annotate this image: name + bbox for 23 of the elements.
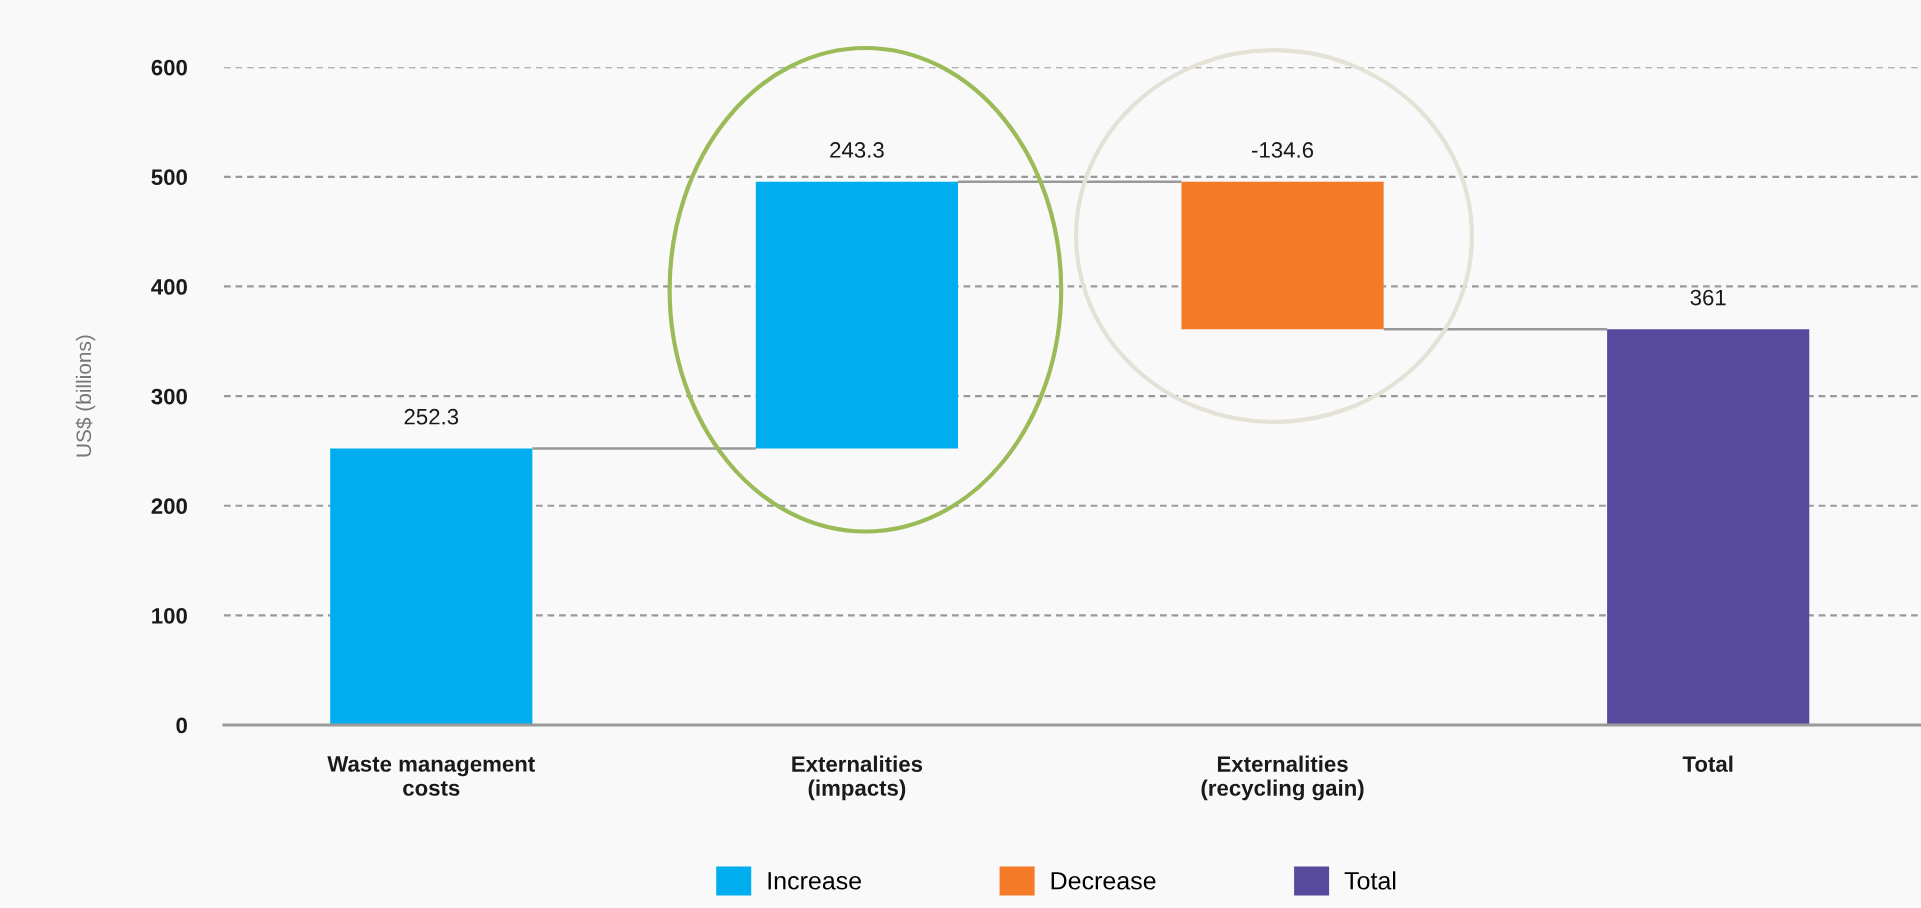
data-label: 252.3 (404, 408, 459, 425)
bar (1607, 329, 1810, 726)
y-tick-label: 0 (176, 717, 187, 734)
legend-label: Decrease (1051, 872, 1156, 890)
x-tick-label: Waste management costs (327, 756, 535, 796)
y-tick-label: 200 (151, 498, 187, 515)
legend-label: Total (1344, 871, 1396, 890)
y-tick-label: 300 (151, 388, 187, 405)
data-label: 361 (1690, 289, 1726, 306)
y-axis-title: US$ (billions) (75, 335, 96, 457)
y-tick-label: 100 (152, 607, 187, 624)
data-label: 243.3 (830, 142, 884, 158)
x-tick-label: Total (1682, 755, 1733, 772)
bar (755, 181, 958, 449)
legend-label: Increase (768, 872, 861, 890)
bar (330, 448, 533, 726)
x-tick-label: Externalities (recycling gain) (1201, 755, 1364, 801)
y-tick-label: 600 (151, 59, 187, 76)
y-tick-label: 400 (151, 279, 187, 295)
x-tick-label: Externalities (impacts) (792, 755, 923, 801)
y-tick-label: 500 (151, 169, 187, 186)
data-label: -134.6 (1252, 142, 1314, 158)
bar (1181, 181, 1384, 330)
